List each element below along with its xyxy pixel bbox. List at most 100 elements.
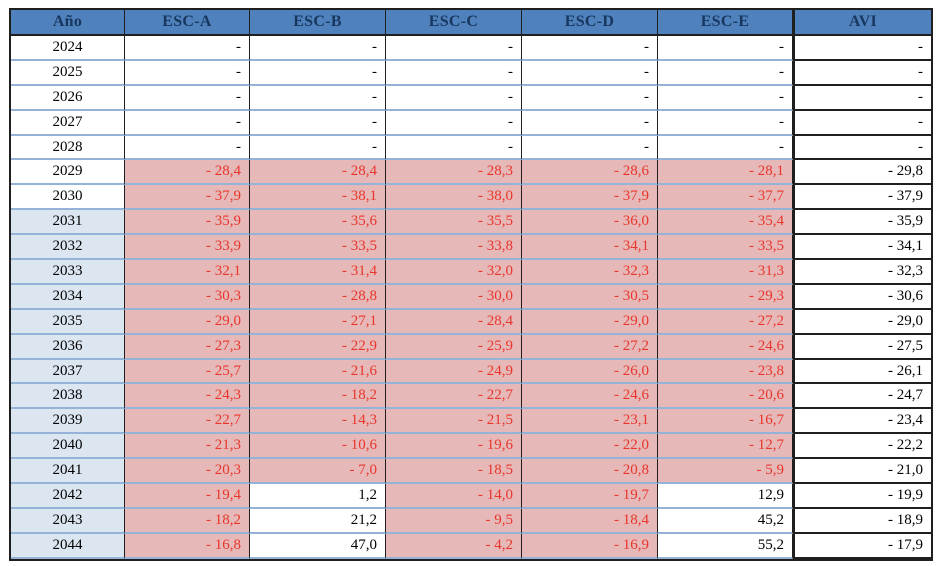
table-row: 2030- 37,9- 38,1- 38,0- 37,9- 37,7- 37,9 xyxy=(11,185,931,211)
esc-value-cell: - 30,0 xyxy=(386,284,522,310)
esc-value-cell: - 31,4 xyxy=(250,260,386,285)
avi-value-cell: - 30,6 xyxy=(793,284,931,310)
avi-value-cell: - 21,0 xyxy=(793,459,931,485)
table-row: 2044- 16,8 47,0- 4,2- 16,9 55,2- 17,9 xyxy=(11,533,931,559)
esc-value-cell: 1,2 xyxy=(250,484,386,509)
table-body: 2024- - - - - -2025- - - - - -2026- - - - - -2027- - - - - -… xyxy=(11,36,931,559)
esc-value-cell: - 38,0 xyxy=(386,185,522,211)
table-row: 2039- 22,7- 14,3- 21,5- 23,1- 16,7- 23,4 xyxy=(11,409,931,435)
esc-value-cell: - 35,9 xyxy=(125,210,250,236)
column-header-esc-d: ESC-D xyxy=(522,10,658,36)
esc-value-cell: - 35,5 xyxy=(386,210,522,236)
esc-value-cell: - xyxy=(522,36,658,61)
esc-value-cell: - 28,4 xyxy=(125,160,250,186)
esc-value-cell: - 27,1 xyxy=(250,309,386,335)
year-cell: 2031 xyxy=(11,210,125,236)
esc-value-cell: - 19,7 xyxy=(522,484,658,509)
esc-value-cell: - 14,0 xyxy=(386,484,522,509)
esc-value-cell: - xyxy=(522,135,658,161)
esc-value-cell: - 16,7 xyxy=(658,409,793,435)
column-header-avi: AVI xyxy=(793,10,931,36)
table-row: 2036- 27,3- 22,9- 25,9- 27,2- 24,6- 27,5 xyxy=(11,334,931,360)
table-row: 2026- - - - - - xyxy=(11,85,931,111)
table-row: 2033- 32,1- 31,4- 32,0- 32,3- 31,3- 32,3 xyxy=(11,260,931,285)
esc-value-cell: - xyxy=(250,110,386,136)
year-cell: 2043 xyxy=(11,508,125,534)
table-row: 2027- - - - - - xyxy=(11,110,931,136)
year-cell: 2042 xyxy=(11,484,125,509)
year-cell: 2039 xyxy=(11,409,125,435)
year-cell: 2035 xyxy=(11,309,125,335)
esc-value-cell: - 28,4 xyxy=(250,160,386,186)
esc-value-cell: - xyxy=(125,60,250,86)
esc-value-cell: - xyxy=(658,36,793,61)
esc-value-cell: - xyxy=(658,135,793,161)
table-row: 2035- 29,0- 27,1- 28,4- 29,0- 27,2- 29,0 xyxy=(11,309,931,335)
avi-value-cell: - 35,9 xyxy=(793,210,931,236)
table-row: 2034- 30,3- 28,8- 30,0- 30,5- 29,3- 30,6 xyxy=(11,284,931,310)
esc-value-cell: - 22,9 xyxy=(250,334,386,360)
esc-value-cell: - 32,1 xyxy=(125,260,250,285)
esc-value-cell: - xyxy=(250,85,386,111)
esc-value-cell: - 29,3 xyxy=(658,284,793,310)
esc-value-cell: - 20,8 xyxy=(522,459,658,485)
esc-value-cell: - 19,4 xyxy=(125,484,250,509)
esc-value-cell: 12,9 xyxy=(658,484,793,509)
avi-value-cell: - 18,9 xyxy=(793,508,931,534)
esc-value-cell: - 34,1 xyxy=(522,235,658,261)
table-row: 2031- 35,9- 35,6- 35,5- 36,0- 35,4- 35,9 xyxy=(11,210,931,236)
table-row: 2024- - - - - - xyxy=(11,36,931,61)
column-header-esc-c: ESC-C xyxy=(386,10,522,36)
esc-value-cell: - 28,8 xyxy=(250,284,386,310)
esc-value-cell: - 24,6 xyxy=(658,334,793,360)
avi-value-cell: - 27,5 xyxy=(793,334,931,360)
table-row: 2025- - - - - - xyxy=(11,60,931,86)
year-cell: 2029 xyxy=(11,160,125,186)
esc-value-cell: - 28,4 xyxy=(386,309,522,335)
esc-value-cell: - 30,5 xyxy=(522,284,658,310)
avi-value-cell: - 19,9 xyxy=(793,484,931,509)
esc-value-cell: - 36,0 xyxy=(522,210,658,236)
esc-value-cell: - 22,7 xyxy=(125,409,250,435)
esc-value-cell: - 19,6 xyxy=(386,434,522,460)
esc-value-cell: - 25,9 xyxy=(386,334,522,360)
esc-value-cell: - xyxy=(658,60,793,86)
esc-value-cell: - xyxy=(250,135,386,161)
esc-value-cell: - 10,6 xyxy=(250,434,386,460)
year-cell: 2032 xyxy=(11,235,125,261)
year-cell: 2044 xyxy=(11,533,125,559)
table-row: 2028- - - - - - xyxy=(11,135,931,161)
esc-value-cell: - 37,9 xyxy=(522,185,658,211)
esc-value-cell: - xyxy=(522,60,658,86)
avi-value-cell: - 34,1 xyxy=(793,235,931,261)
esc-value-cell: - 5,9 xyxy=(658,459,793,485)
esc-value-cell: - 27,3 xyxy=(125,334,250,360)
esc-value-cell: - 28,3 xyxy=(386,160,522,186)
esc-value-cell: - 24,3 xyxy=(125,384,250,410)
esc-value-cell: - 29,0 xyxy=(522,309,658,335)
esc-value-cell: - 22,7 xyxy=(386,384,522,410)
esc-value-cell: - 18,5 xyxy=(386,459,522,485)
esc-value-cell: - 22,0 xyxy=(522,434,658,460)
esc-value-cell: - 35,6 xyxy=(250,210,386,236)
esc-value-cell: - xyxy=(386,60,522,86)
esc-value-cell: 21,2 xyxy=(250,508,386,534)
esc-value-cell: - xyxy=(658,110,793,136)
column-header-esc-b: ESC-B xyxy=(250,10,386,36)
esc-value-cell: - 32,0 xyxy=(386,260,522,285)
esc-value-cell: - 25,7 xyxy=(125,359,250,385)
esc-value-cell: - 24,9 xyxy=(386,359,522,385)
table-row: 2040- 21,3- 10,6- 19,6- 22,0- 12,7- 22,2 xyxy=(11,434,931,460)
avi-value-cell: - 17,9 xyxy=(793,533,931,559)
header-row: Año ESC-A ESC-B ESC-C ESC-D ESC-E AVI xyxy=(11,10,931,36)
esc-value-cell: - xyxy=(522,85,658,111)
esc-value-cell: - 21,5 xyxy=(386,409,522,435)
esc-value-cell: - 20,3 xyxy=(125,459,250,485)
esc-value-cell: - xyxy=(125,110,250,136)
esc-value-cell: - 12,7 xyxy=(658,434,793,460)
esc-value-cell: - 14,3 xyxy=(250,409,386,435)
esc-value-cell: - 18,2 xyxy=(125,508,250,534)
esc-value-cell: - 29,0 xyxy=(125,309,250,335)
year-cell: 2028 xyxy=(11,135,125,161)
esc-value-cell: - xyxy=(125,36,250,61)
